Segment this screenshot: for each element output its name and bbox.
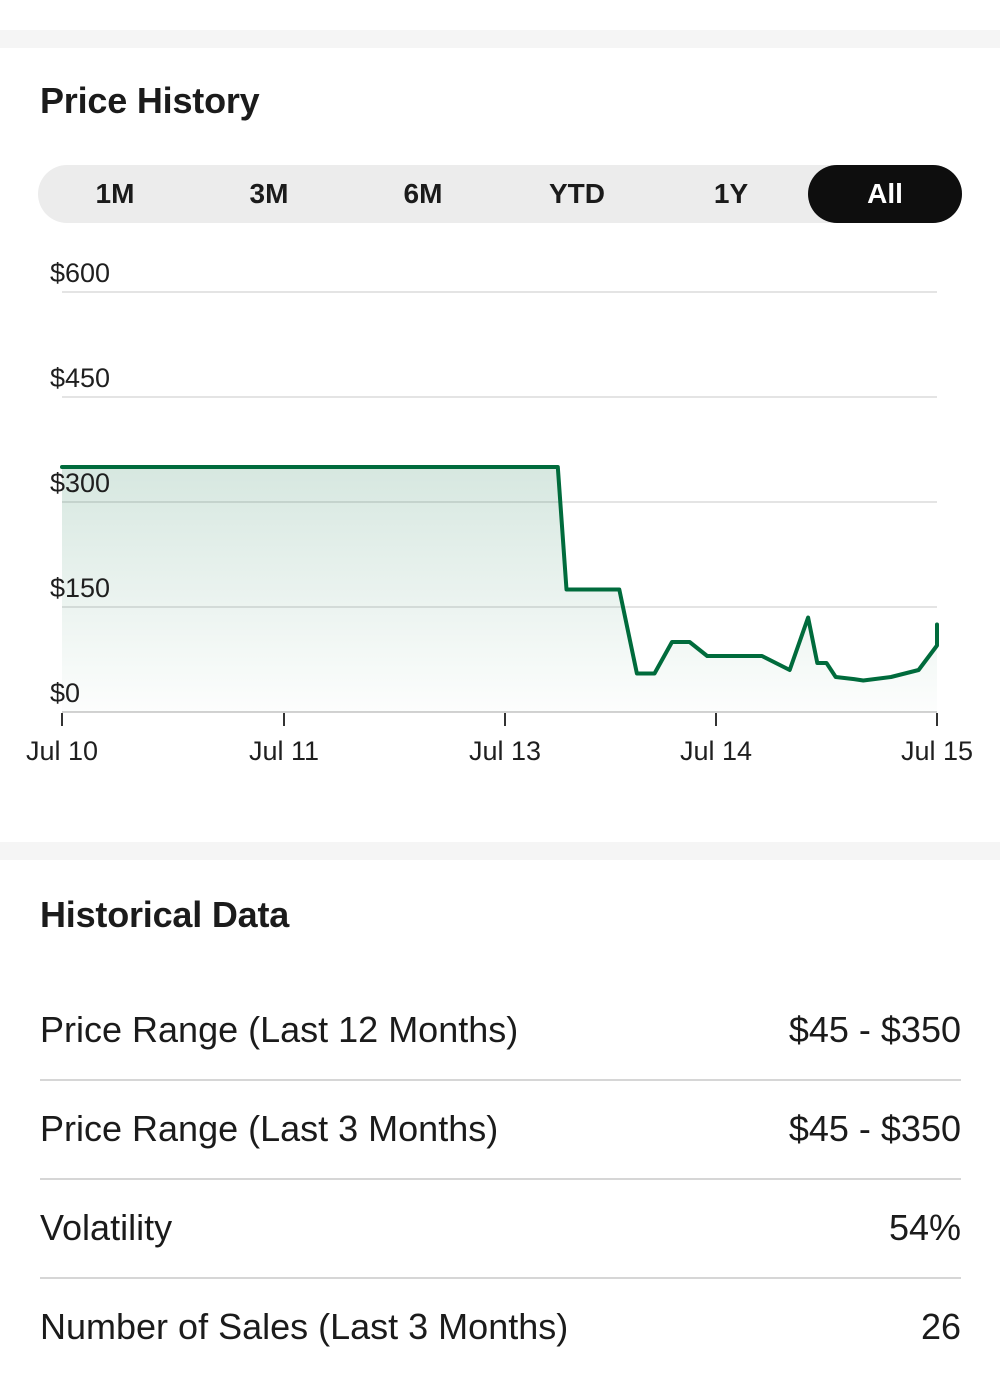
range-tab-3m[interactable]: 3M [249,178,289,209]
stats-value: $45 - $350 [788,1008,961,1050]
range-tab-1y[interactable]: 1Y [713,178,749,209]
x-tick-label: Jul 13 [469,736,541,766]
x-tick-label: Jul 10 [26,736,98,766]
stats-value: $45 - $350 [788,1107,961,1149]
x-tick-label: Jul 14 [680,736,752,766]
y-tick-label: $0 [50,678,80,708]
price-line [60,465,939,683]
stats-label: Price Range (Last 3 Months) [40,1107,499,1149]
stats-row-number-of-sales: Number of Sales (Last 3 Months) 26 [40,1277,961,1376]
range-tab-all[interactable]: All [808,165,962,223]
time-range-selector: 1M 3M 6M YTD 1Y All [38,165,962,223]
price-area-fill [62,467,937,712]
price-history-chart: $0 $150 $300 $450 $600 Jul 10 Jul 11 Jul 13 Jul… [26,258,973,766]
section-divider-top [0,30,1000,48]
y-tick-label: $300 [50,468,110,498]
price-history-title: Price History [40,80,260,121]
stats-row-volatility: Volatility 54% [40,1178,961,1279]
stats-label: Number of Sales (Last 3 Months) [40,1305,569,1347]
stats-row-price-range-3m: Price Range (Last 3 Months) $45 - $350 [40,1079,961,1180]
range-tab-ytd[interactable]: YTD [549,178,605,209]
section-divider-middle [0,842,1000,860]
historical-data-title: Historical Data [40,894,290,935]
y-tick-label: $450 [50,363,110,393]
stats-label: Price Range (Last 12 Months) [40,1008,519,1050]
stats-value: 54% [888,1206,961,1248]
stats-label: Volatility [40,1206,173,1248]
x-tick-label: Jul 15 [901,736,973,766]
stats-row-price-range-12m: Price Range (Last 12 Months) $45 - $350 [40,980,961,1081]
range-tab-6m[interactable]: 6M [403,178,443,209]
range-tab-1m[interactable]: 1M [95,178,135,209]
y-tick-label: $150 [50,573,110,603]
stats-value: 26 [920,1305,961,1347]
x-tick-label: Jul 11 [249,736,319,766]
y-tick-label: $600 [50,258,110,288]
